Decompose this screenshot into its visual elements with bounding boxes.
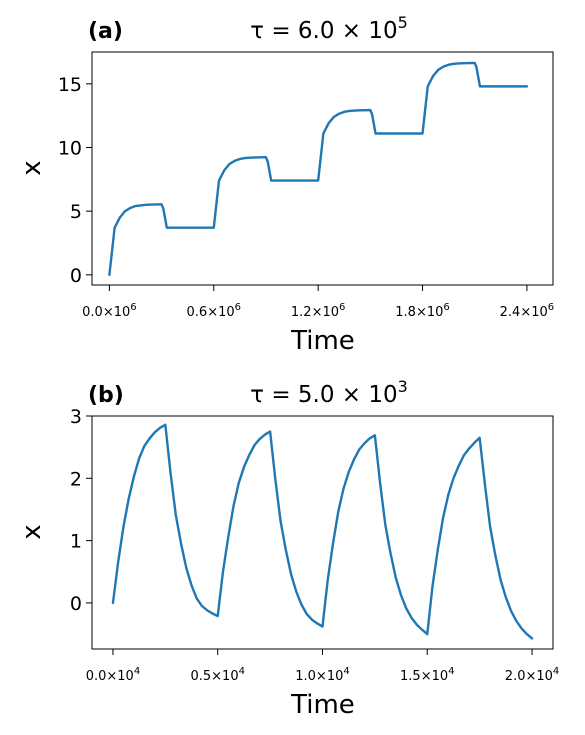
panel-a-x-tick-exponent: 6 xyxy=(235,302,241,313)
panel-b-x-tick-label: 0.5×104 xyxy=(190,666,244,684)
panel-b-x-tick-exponent: 4 xyxy=(448,666,454,677)
panel-a-x-tick-label: 1.2×106 xyxy=(291,302,345,320)
panel-b-title-exp: 3 xyxy=(398,377,408,396)
panel-a-x-tick-exponent: 6 xyxy=(548,302,554,313)
panel-b-x-tick-mantissa: 1.5×10 xyxy=(400,669,448,684)
panel-a-x-tick-label: 0.0×106 xyxy=(82,302,136,320)
panel-a-x-tick-exponent: 6 xyxy=(130,302,136,313)
panel-a-title: τ = 6.0 × 105 xyxy=(250,13,408,44)
panel-a-series-line xyxy=(108,61,529,277)
panel-b-y-tick-label: 1 xyxy=(70,531,82,553)
panel-b-x-tick-exponent: 4 xyxy=(239,666,245,677)
panel-b-y-tick-label: 0 xyxy=(70,593,82,615)
panel-a-x-tick-exponent: 6 xyxy=(443,302,449,313)
panel-a-y-axis-label: x xyxy=(17,160,47,175)
panel-b-y-tick-label: 3 xyxy=(70,406,82,428)
panel-a-y-tick-label: 5 xyxy=(70,201,82,223)
panel-a-y-tick-label: 15 xyxy=(58,74,82,96)
panel-a-title-exp: 5 xyxy=(398,13,408,32)
panel-a-title-text: τ = 6.0 × 10 xyxy=(250,18,397,44)
panel-b-x-tick-exponent: 4 xyxy=(553,666,559,677)
panel-b-x-tick-mantissa: 0.0×10 xyxy=(86,669,134,684)
panel-b-y-tick-label: 2 xyxy=(70,468,82,490)
panel-b-series-line xyxy=(111,423,534,640)
panel-b-x-tick-mantissa: 0.5×10 xyxy=(190,669,238,684)
panel-a-x-tick-label: 0.6×106 xyxy=(187,302,241,320)
panel-a-x-tick-mantissa: 1.2×10 xyxy=(291,305,339,320)
panel-a-x-tick-mantissa: 0.6×10 xyxy=(187,305,235,320)
panel-b-x-tick-label: 0.0×104 xyxy=(86,666,140,684)
panel-a-x-tick-label: 1.8×106 xyxy=(395,302,449,320)
panel-b-x-tick-label: 2.0×104 xyxy=(505,666,559,684)
panel-a-x-tick-exponent: 6 xyxy=(339,302,345,313)
panel-b-label: (b) xyxy=(88,383,124,408)
panel-b-x-tick-mantissa: 2.0×10 xyxy=(505,669,553,684)
panel-b-plot-area xyxy=(91,415,554,650)
panel-b-y-axis-label: x xyxy=(17,524,47,539)
panel-b-x-axis-label: Time xyxy=(290,690,355,720)
panel-b-x-tick-label: 1.5×104 xyxy=(400,666,454,684)
panel-b-title: τ = 5.0 × 103 xyxy=(250,377,408,408)
panel-a-x-tick-mantissa: 2.4×10 xyxy=(500,305,548,320)
panel-a-y-tick-label: 0 xyxy=(70,265,82,287)
panel-a-plot-area xyxy=(91,51,554,286)
panel-b-x-tick-label: 1.0×104 xyxy=(295,666,349,684)
panel-a-x-tick-mantissa: 1.8×10 xyxy=(395,305,443,320)
panel-a-x-ticks: 0.0×106 0.6×106 1.2×106 1.8×106 2.4×106 xyxy=(82,285,554,320)
panel-b-title-text: τ = 5.0 × 10 xyxy=(250,382,397,408)
panel-b-x-tick-exponent: 4 xyxy=(343,666,349,677)
panel-b-y-ticks: 0 1 2 3 xyxy=(70,406,92,615)
panel-b-x-tick-mantissa: 1.0×10 xyxy=(295,669,343,684)
panel-b-x-tick-exponent: 4 xyxy=(134,666,140,677)
panel-a-label: (a) xyxy=(88,19,123,44)
panel-a-y-tick-label: 10 xyxy=(58,137,82,159)
panel-a-x-tick-label: 2.4×106 xyxy=(500,302,554,320)
panel-a-x-axis-label: Time xyxy=(290,326,355,356)
panel-a-y-ticks: 0 5 10 15 xyxy=(58,74,92,287)
panel-b-x-ticks: 0.0×104 0.5×104 1.0×104 1.5×104 2.0×104 xyxy=(86,649,559,684)
panel-a-x-tick-mantissa: 0.0×10 xyxy=(82,305,130,320)
